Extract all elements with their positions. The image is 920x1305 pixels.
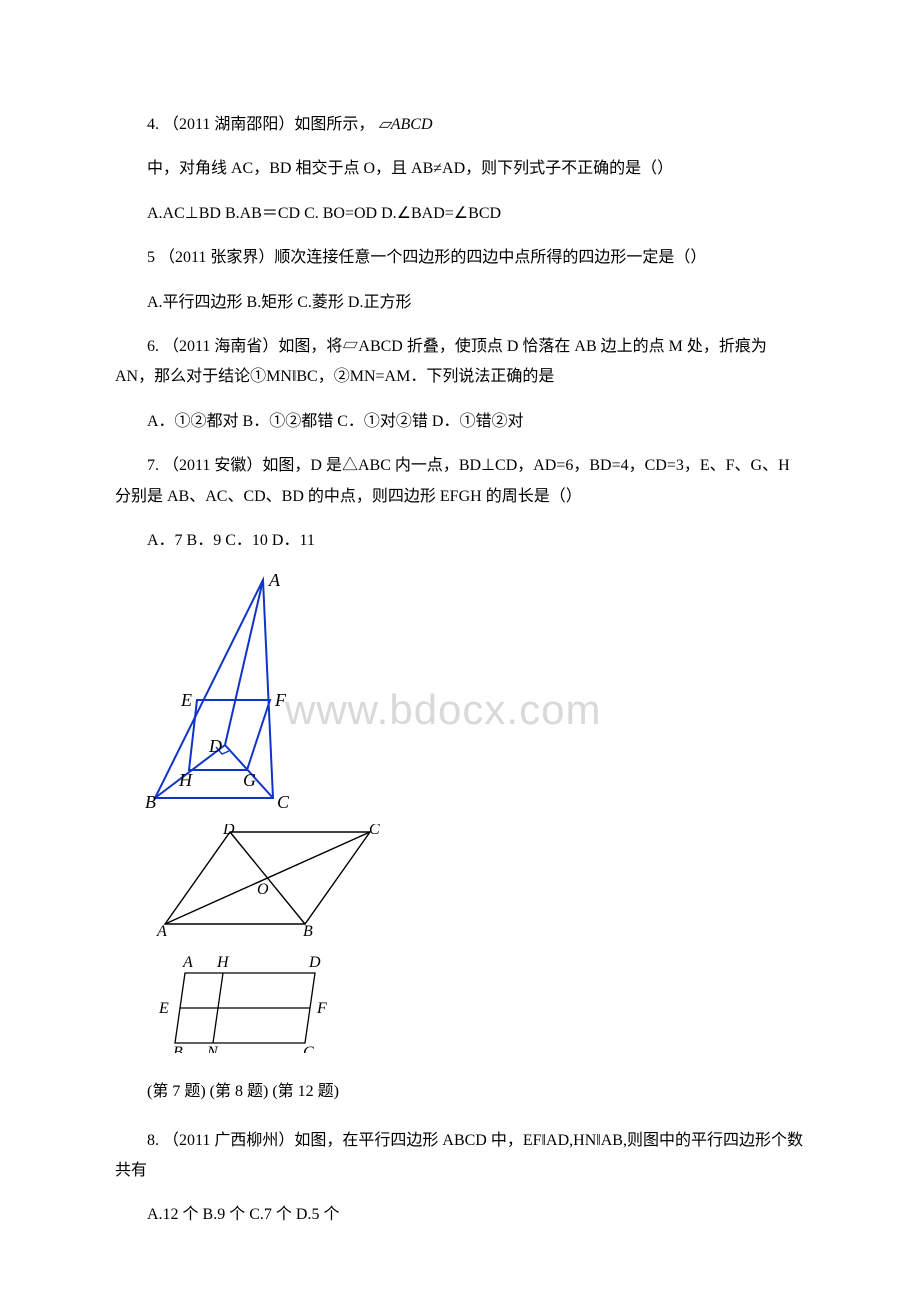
q4-line1-math: ▱ABCD [378,116,432,133]
svg-text:O: O [257,881,269,898]
svg-text:B: B [303,923,313,939]
watermark-text: www.bdocx.com [285,670,601,750]
svg-text:H: H [216,954,230,971]
document-page: 4. （2011 湖南邵阳）如图所示， ▱ABCD 中，对角线 AC，BD 相交… [0,0,920,1305]
q5-options: A.平行四边形 B.矩形 C.菱形 D.正方形 [115,288,805,318]
svg-text:D: D [222,824,235,838]
svg-text:C: C [303,1044,314,1053]
figures-block: ABCDEFGH www.bdocx.com ABCDO AHDEFBNC [145,570,805,1053]
q4-line2: 中，对角线 AC，BD 相交于点 O，且 AB≠AD，则下列式子不正确的是（） [115,154,805,184]
svg-text:H: H [178,770,193,790]
svg-text:F: F [274,690,287,710]
figure-12-wrap: A H D E F B N C [145,953,805,1053]
svg-text:G: G [243,770,256,790]
q5-stem: 5 （2011 张家界）顺次连接任意一个四边形的四边中点所得的四边形一定是（） [115,243,805,273]
svg-text:C: C [369,824,380,838]
svg-text:D: D [308,954,321,971]
svg-text:A: A [156,923,167,939]
svg-text:B: B [173,1044,183,1053]
q4-line1-pre: 4. （2011 湖南邵阳）如图所示， [147,116,374,133]
q4-line1: 4. （2011 湖南邵阳）如图所示， ▱ABCD [115,110,805,140]
svg-text:A: A [268,570,281,590]
svg-text:N: N [206,1044,219,1053]
svg-text:A: A [182,954,193,971]
svg-text:F: F [316,1000,327,1017]
q7-stem: 7. （2011 安徽）如图，D 是△ABC 内一点，BD⊥CD，AD=6，BD… [115,451,805,512]
figure-8: A B C D O [145,824,380,939]
figures-caption: (第 7 题) (第 8 题) (第 12 题) [115,1077,805,1107]
svg-text:D: D [208,736,222,756]
svg-text:E: E [180,690,192,710]
figure-7-wrap: A B C D E F G H www.bdocx.com [145,570,805,810]
q7-options: A．7 B．9 C．10 D．11 [115,526,805,556]
q8-stem: 8. （2011 广西柳州）如图，在平行四边形 ABCD 中，EF‖AD,HN‖… [115,1126,805,1187]
svg-text:B: B [145,792,156,810]
svg-text:C: C [277,792,290,810]
figure-12: A H D E F B N C [145,953,330,1053]
figure-8-wrap: A B C D O [145,824,805,939]
q8-options: A.12 个 B.9 个 C.7 个 D.5 个 [115,1200,805,1230]
svg-text:E: E [158,1000,169,1017]
q6-options: A．①②都对 B．①②都错 C．①对②错 D．①错②对 [115,407,805,437]
q4-options: A.AC⊥BD B.AB＝CD C. BO=OD D.∠BAD=∠BCD [115,199,805,229]
figure-7: A B C D E F G H [145,570,315,810]
q6-stem: 6. （2011 海南省）如图，将▱ABCD 折叠，使顶点 D 恰落在 AB 边… [115,332,805,393]
